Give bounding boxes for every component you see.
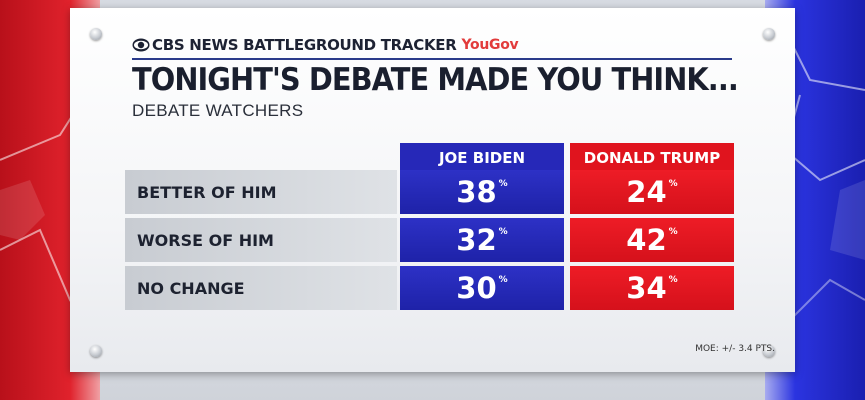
cell-trump-better: 24% [570,170,734,214]
cell-biden-worse: 32% [400,218,564,262]
percent-sign: % [668,275,678,285]
cell-trump-worse: 42% [570,218,734,262]
row-label-better: BETTER OF HIM [125,170,397,214]
row-label-no-change: NO CHANGE [125,266,397,310]
percent-sign: % [498,227,508,237]
screw-icon [90,28,102,40]
brand-partner: YouGov [461,37,519,53]
margin-of-error: MOE: +/- 3.4 PTS. [695,344,775,354]
column-header-biden: JOE BIDEN [400,143,564,173]
cell-biden-better: 38% [400,170,564,214]
screw-icon [763,345,775,357]
value: 34 [626,271,667,305]
value: 42 [626,223,667,257]
percent-sign: % [498,179,508,189]
graphic-panel: CBS NEWS BATTLEGROUND TRACKER YouGov TON… [70,8,795,372]
cbs-eye-icon [132,38,150,52]
screw-icon [90,345,102,357]
brand-line: CBS NEWS BATTLEGROUND TRACKER YouGov [132,35,519,55]
value: 30 [456,271,497,305]
cell-biden-no-change: 30% [400,266,564,310]
percent-sign: % [668,179,678,189]
page-subtitle: DEBATE WATCHERS [132,101,304,120]
screw-icon [763,28,775,40]
percent-sign: % [498,275,508,285]
value: 32 [456,223,497,257]
value: 38 [456,175,497,209]
cell-trump-no-change: 34% [570,266,734,310]
brand-network: CBS NEWS BATTLEGROUND TRACKER [152,36,457,54]
column-header-trump: DONALD TRUMP [570,143,734,173]
percent-sign: % [668,227,678,237]
page-title: TONIGHT'S DEBATE MADE YOU THINK... [132,62,739,98]
row-label-worse: WORSE OF HIM [125,218,397,262]
value: 24 [626,175,667,209]
title-rule [132,58,732,60]
